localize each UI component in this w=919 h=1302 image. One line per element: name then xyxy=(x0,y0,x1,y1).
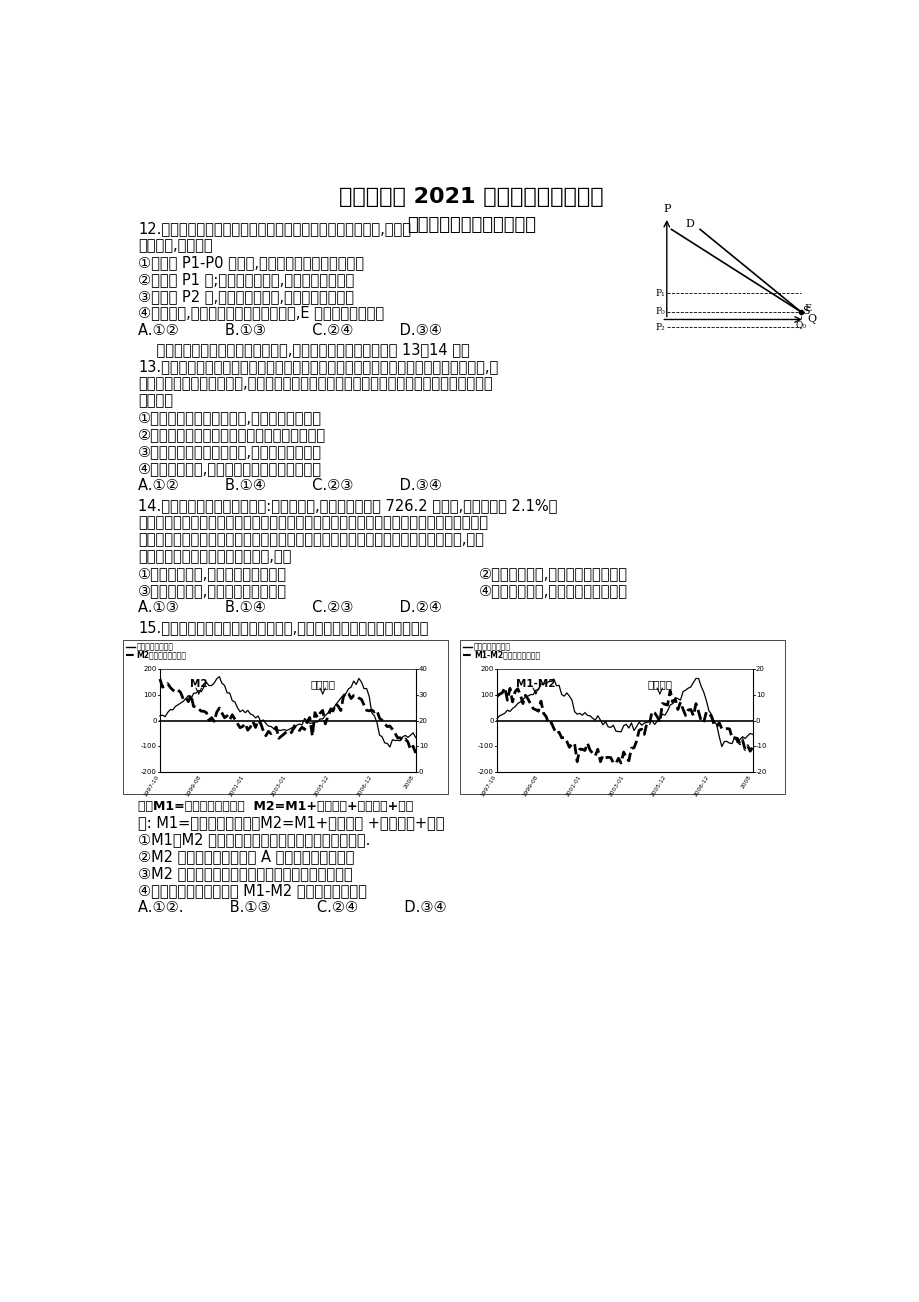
Text: -20: -20 xyxy=(755,769,766,775)
Text: 200: 200 xyxy=(143,667,156,672)
Text: A.①③          B.①④          C.②③          D.②④: A.①③ B.①④ C.②③ D.②④ xyxy=(138,600,442,615)
Bar xyxy=(460,639,785,794)
Text: 2006-12: 2006-12 xyxy=(356,773,373,797)
Text: ①激发国内市场潜能与活力,推动经济健康发展: ①激发国内市场潜能与活力,推动经济健康发展 xyxy=(138,410,322,426)
Text: Q: Q xyxy=(806,315,815,324)
Text: 2003-01: 2003-01 xyxy=(270,773,288,797)
Text: M1-M2同比增幅（右轴）: M1-M2同比增幅（右轴） xyxy=(473,651,539,660)
Text: -200: -200 xyxy=(141,769,156,775)
Text: ②调整优化经济整体布局，扭转全球化经济格局: ②调整优化经济整体布局，扭转全球化经济格局 xyxy=(138,427,326,443)
Text: ④加强贸易合作,建设世界共赢新格局: ④加强贸易合作,建设世界共赢新格局 xyxy=(479,583,628,598)
Text: S: S xyxy=(801,306,809,316)
Text: 上证综指: 上证综指 xyxy=(310,678,335,689)
Text: 球经济复苏注人正能量。由此可见,我国: 球经济复苏注人正能量。由此可见,我国 xyxy=(138,549,291,564)
Text: A.①②          B.①③          C.②④          D.③④: A.①② B.①③ C.②④ D.③④ xyxy=(138,323,442,337)
Text: 10: 10 xyxy=(418,743,427,750)
Text: ④实现内外联动,优化结构，促进经济转型升级: ④实现内外联动,优化结构，促进经济转型升级 xyxy=(138,461,322,477)
Text: ④需求不变,该商品社会劳动生产率提高,E 点将向右下方移动: ④需求不变,该商品社会劳动生产率提高,E 点将向右下方移动 xyxy=(138,306,384,320)
Text: E: E xyxy=(803,303,811,312)
Text: 0: 0 xyxy=(755,717,760,724)
Text: 20: 20 xyxy=(418,717,427,724)
Text: 0: 0 xyxy=(153,717,156,724)
Text: 注: M1=现金＋支票存款；M2=M1+定期存款 +活期存款+其它: 注: M1=现金＋支票存款；M2=M1+定期存款 +活期存款+其它 xyxy=(138,815,444,831)
Text: 1999-08: 1999-08 xyxy=(185,773,202,797)
Text: 2001-01: 2001-01 xyxy=(228,773,245,797)
Text: 12.下图曲线反映某种生活必需品的需求、供给和价格的关系,不考虑: 12.下图曲线反映某种生活必需品的需求、供给和价格的关系,不考虑 xyxy=(138,221,411,236)
Text: 2001-01: 2001-01 xyxy=(564,773,582,797)
Text: ①营商环境改善,提升了对外投资水平: ①营商环境改善,提升了对外投资水平 xyxy=(138,566,287,581)
Text: A.①②.          B.①③          C.②④          D.③④: A.①②. B.①③ C.②④ D.③④ xyxy=(138,900,447,915)
Text: -200: -200 xyxy=(478,769,494,775)
Text: 2005-12: 2005-12 xyxy=(312,773,330,797)
Text: 2005-12: 2005-12 xyxy=(650,773,667,797)
Bar xyxy=(122,639,448,794)
Text: 注：M1=现金＋支票存款；  M2=M1+定期存款+活期存款+其它: 注：M1=现金＋支票存款； M2=M1+定期存款+活期存款+其它 xyxy=(138,799,413,812)
Text: 100: 100 xyxy=(480,691,494,698)
Text: 1999-08: 1999-08 xyxy=(522,773,539,797)
Text: ②价格在 P1 时;该商品可能短缺,政府采取最高限价: ②价格在 P1 时;该商品可能短缺,政府采取最高限价 xyxy=(138,272,354,286)
Text: P₀: P₀ xyxy=(654,307,664,316)
Text: P: P xyxy=(663,204,670,214)
Text: 2008: 2008 xyxy=(740,773,752,789)
Text: 进经济社会各领域循环畅通,并在推进更高水平开放的基础上实现国内国际双循环相互促进。: 进经济社会各领域循环畅通,并在推进更高水平开放的基础上实现国内国际双循环相互促进… xyxy=(138,376,493,392)
Text: ①价格在 P1-P0 区间时,该商品的互补品需求量增加: ①价格在 P1-P0 区间时,该商品的互补品需求量增加 xyxy=(138,255,364,270)
Text: 20: 20 xyxy=(755,667,764,672)
Text: 1997-10: 1997-10 xyxy=(480,773,496,797)
Text: 1997-10: 1997-10 xyxy=(142,773,160,797)
Text: -100: -100 xyxy=(141,743,156,750)
Text: 上证综指: 上证综指 xyxy=(647,678,672,689)
Text: -100: -100 xyxy=(478,743,494,750)
Text: P₂: P₂ xyxy=(654,323,664,332)
Text: M2同比增幅（右轴）: M2同比增幅（右轴） xyxy=(137,651,187,660)
Text: D: D xyxy=(685,219,694,229)
Text: M2: M2 xyxy=(189,678,208,689)
Text: 此举意在: 此举意在 xyxy=(138,393,173,409)
Text: 上证综指同比增幅: 上证综指同比增幅 xyxy=(137,642,174,651)
Text: ③优化外贸结构,为世界经济注人活力: ③优化外贸结构,为世界经济注人活力 xyxy=(138,583,287,598)
Text: ③价格在 P2 时,该商品可能短缺,政府采取最高限价: ③价格在 P2 时,该商品可能短缺,政府采取最高限价 xyxy=(138,289,354,303)
Text: 0: 0 xyxy=(489,717,494,724)
Text: A.①②          B.①④          C.②③          D.③④: A.①② B.①④ C.②③ D.③④ xyxy=(138,478,442,493)
Text: 文科综合能力测试政治部分: 文科综合能力测试政治部分 xyxy=(406,216,536,234)
Text: 2008: 2008 xyxy=(403,773,415,789)
Text: 13.新发展格局需要通过推动国内产业结构转型、调整区域经济布局、优化城乡经济关系,促: 13.新发展格局需要通过推动国内产业结构转型、调整区域经济布局、优化城乡经济关系… xyxy=(138,359,498,375)
Text: -10: -10 xyxy=(755,743,766,750)
Text: ②经济实力增强,促进外贸高质量发展: ②经济实力增强,促进外贸高质量发展 xyxy=(479,566,628,581)
Text: ③发挥外向经济的主导作用,推进更高水平开放: ③发挥外向经济的主导作用,推进更高水平开放 xyxy=(138,444,322,460)
Text: 14.第三届进博会交出亮眼成绩:按一年计算,累计意向成交额 726.2 亿美元,比上届增长 2.1%。: 14.第三届进博会交出亮眼成绩:按一年计算,累计意向成交额 726.2 亿美元,… xyxy=(138,499,557,513)
Text: 疫专区展示国际先进公共卫生防疫产品、技术和服务。这是世界对中国投出的信任票,为全: 疫专区展示国际先进公共卫生防疫产品、技术和服务。这是世界对中国投出的信任票,为全 xyxy=(138,533,483,547)
Text: 15.下图是货币供应量与股市关系走势,认真观察并判断下列结论正确的有: 15.下图是货币供应量与股市关系走势,认真观察并判断下列结论正确的有 xyxy=(138,620,428,635)
Text: 上证综指同比增幅: 上证综指同比增幅 xyxy=(473,642,510,651)
Text: ①M1、M2 是推动股价指数和股价走高的决定性因素.: ①M1、M2 是推动股价指数和股价走高的决定性因素. xyxy=(138,832,370,848)
Text: P₁: P₁ xyxy=(655,289,664,298)
Text: 2006-12: 2006-12 xyxy=(692,773,709,797)
Text: 2003-01: 2003-01 xyxy=(607,773,624,797)
Text: 40: 40 xyxy=(418,667,427,672)
Text: 10: 10 xyxy=(755,691,764,698)
Text: 100: 100 xyxy=(143,691,156,698)
Text: ②M2 同比数值高低与上证 A 股的走势无因果联系: ②M2 同比数值高低与上证 A 股的走势无因果联系 xyxy=(138,849,354,865)
Text: 30: 30 xyxy=(418,691,427,698)
Text: 200: 200 xyxy=(480,667,494,672)
Text: 其他因素,可以推断: 其他因素,可以推断 xyxy=(138,238,212,253)
Text: ③M2 同比增幅与上证综指走势之间因果关系不显著: ③M2 同比增幅与上证综指走势之间因果关系不显著 xyxy=(138,866,353,881)
Text: 0: 0 xyxy=(418,769,423,775)
Text: 十四五规划提出形成强大国内市场,构建新发展格局。据此回答 13～14 题。: 十四五规划提出形成强大国内市场,构建新发展格局。据此回答 13～14 题。 xyxy=(138,342,470,358)
Text: 内江市高中 2021 届第一次模拟考试题: 内江市高中 2021 届第一次模拟考试题 xyxy=(339,187,603,207)
Text: ④股市上证综指的走势与 M1-M2 同比增幅基本同步: ④股市上证综指的走势与 M1-M2 同比增幅基本同步 xyxy=(138,883,367,898)
Text: 展区门类涉及农产品、消费品、技术装备创新、服务贸易、医疗器械、首次设立公共卫生防: 展区门类涉及农产品、消费品、技术装备创新、服务贸易、医疗器械、首次设立公共卫生防 xyxy=(138,516,488,530)
Text: M1-M2: M1-M2 xyxy=(516,678,555,689)
Text: Q₀: Q₀ xyxy=(795,320,805,329)
